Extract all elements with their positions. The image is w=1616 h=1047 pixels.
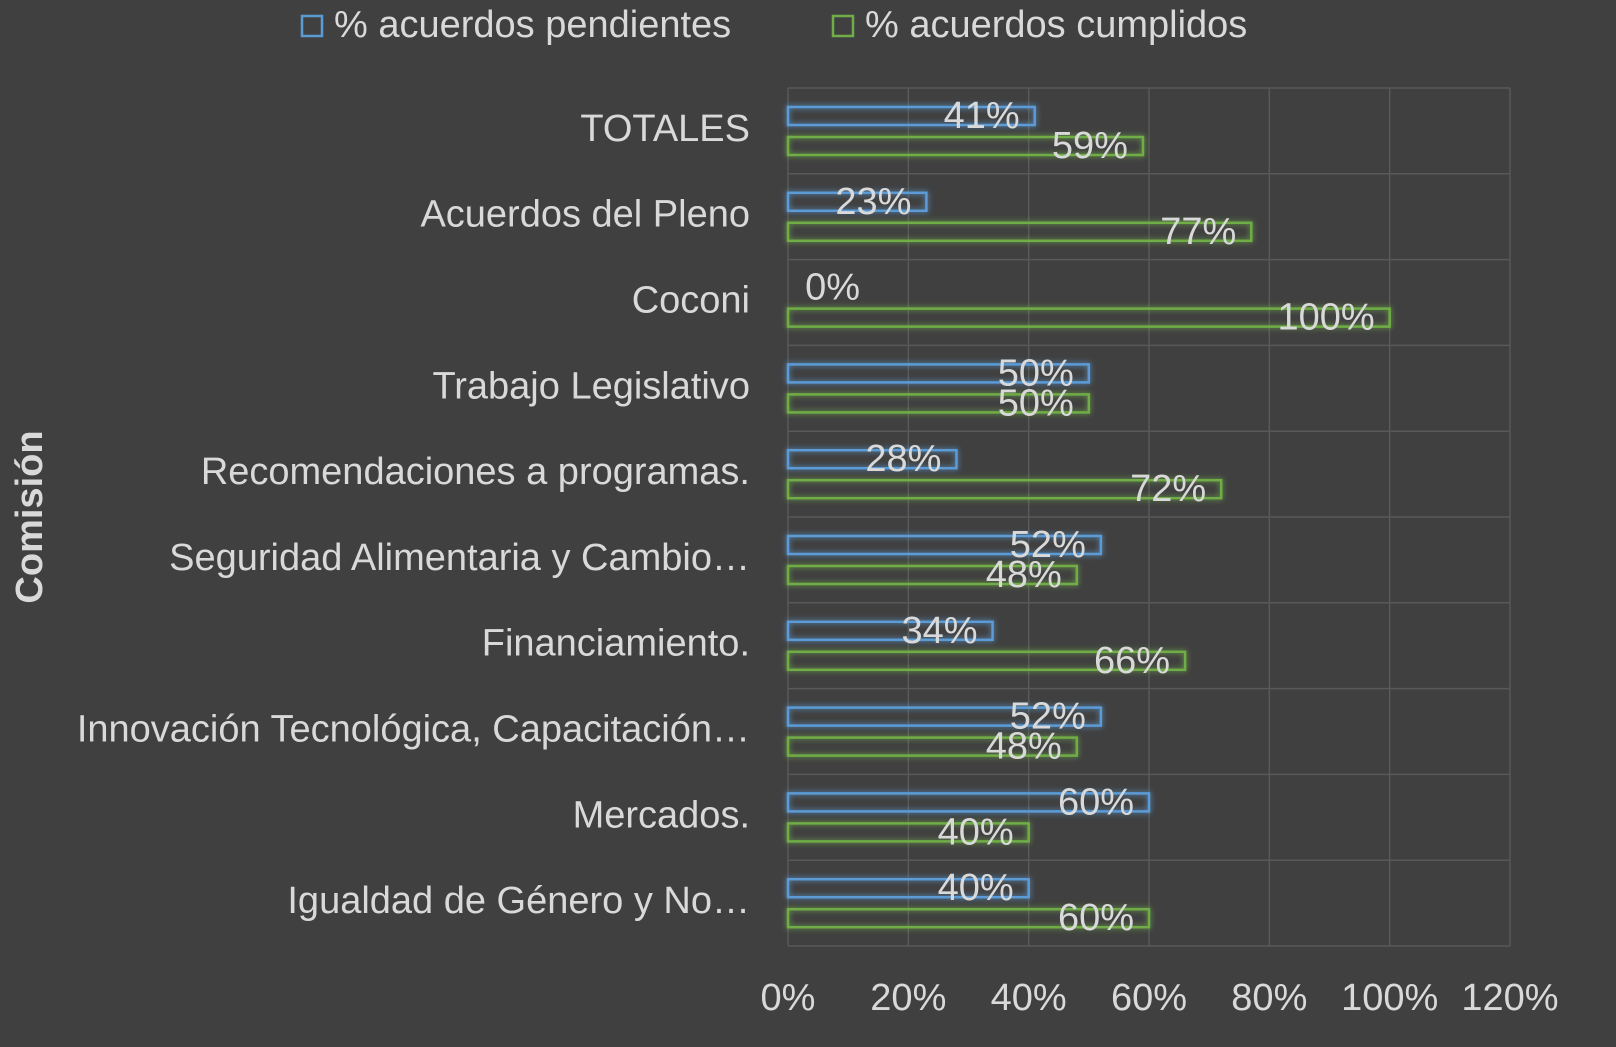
bar xyxy=(786,706,1103,727)
y-tick-label: Acuerdos del Pleno xyxy=(420,194,750,236)
data-label: 100% xyxy=(1277,297,1374,339)
bar xyxy=(786,307,1391,328)
data-label: 34% xyxy=(902,610,978,652)
data-label: 50% xyxy=(998,352,1074,394)
legend-swatch xyxy=(831,14,855,38)
x-tick-label: 100% xyxy=(1341,977,1438,1019)
bar xyxy=(786,907,1151,929)
legend-swatch xyxy=(300,14,324,38)
data-label: 60% xyxy=(1058,781,1134,823)
bar xyxy=(786,650,1187,672)
y-tick-label: Recomendaciones a programas. xyxy=(201,451,750,493)
y-tick-label: Trabajo Legislativo xyxy=(432,365,750,407)
bar xyxy=(786,393,1091,414)
y-tick-label: Igualdad de Género y No… xyxy=(287,880,750,922)
data-label: 28% xyxy=(865,438,941,480)
bar xyxy=(786,620,994,642)
x-tick-label: 120% xyxy=(1461,977,1558,1019)
x-tick-label: 40% xyxy=(991,977,1067,1019)
legend-label: % acuerdos pendientes xyxy=(334,4,731,46)
y-tick-label: Coconi xyxy=(632,280,750,322)
data-label: 72% xyxy=(1130,468,1206,510)
data-label: 77% xyxy=(1160,211,1236,253)
x-tick-label: 60% xyxy=(1111,977,1187,1019)
data-label: 52% xyxy=(1010,696,1086,738)
data-label: 23% xyxy=(835,181,911,223)
data-label: 59% xyxy=(1052,125,1128,167)
bar xyxy=(786,877,1030,899)
data-label: 41% xyxy=(944,95,1020,137)
x-tick-label: 20% xyxy=(870,977,946,1019)
data-label: 66% xyxy=(1094,640,1170,682)
data-label: 40% xyxy=(938,867,1014,909)
y-tick-label: Seguridad Alimentaria y Cambio… xyxy=(169,537,750,579)
bar xyxy=(786,564,1079,586)
bar xyxy=(786,534,1103,556)
y-axis-title: Comisión xyxy=(9,430,51,603)
bar xyxy=(786,822,1030,843)
y-tick-label: TOTALES xyxy=(580,108,750,150)
data-label: 40% xyxy=(938,811,1014,853)
x-tick-label: 80% xyxy=(1231,977,1307,1019)
bar xyxy=(786,191,928,213)
bar xyxy=(786,792,1151,813)
bar xyxy=(786,363,1091,384)
data-label: 60% xyxy=(1058,897,1134,939)
x-tick-label: 0% xyxy=(761,977,816,1019)
y-tick-label: Financiamiento. xyxy=(482,623,750,665)
y-tick-label: Mercados. xyxy=(573,794,750,836)
y-tick-label: Innovación Tecnológica, Capacitación… xyxy=(77,709,750,751)
data-label: 50% xyxy=(998,382,1074,424)
bar xyxy=(786,448,958,470)
bar xyxy=(786,736,1079,757)
bar xyxy=(786,105,1036,127)
bar xyxy=(786,478,1223,500)
data-label: 48% xyxy=(986,726,1062,768)
data-label: 0% xyxy=(805,267,860,309)
bar xyxy=(786,221,1253,243)
data-label: 48% xyxy=(986,554,1062,596)
data-label: 52% xyxy=(1010,524,1086,566)
bar xyxy=(786,135,1145,157)
legend-label: % acuerdos cumplidos xyxy=(865,4,1247,46)
